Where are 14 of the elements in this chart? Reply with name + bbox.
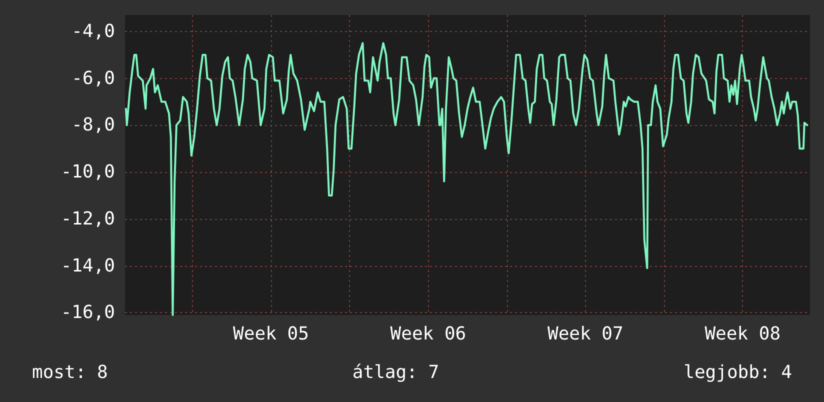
y-tick-label: -8,0 bbox=[72, 114, 115, 136]
x-tick-label: Week 06 bbox=[390, 324, 466, 344]
text: legjobb: 4 bbox=[684, 362, 792, 383]
y-tick-label: -4,0 bbox=[72, 20, 115, 42]
y-tick-label: -12,0 bbox=[60, 208, 115, 230]
y-tick-label: -10,0 bbox=[60, 162, 115, 183]
y-tick-label: -14,0 bbox=[60, 255, 115, 276]
x-tick-label: Week 05 bbox=[233, 324, 309, 344]
text: átlag: 7 bbox=[352, 362, 440, 383]
y-tick-label: -16,0 bbox=[60, 302, 115, 324]
text: most: 8 bbox=[32, 362, 108, 383]
x-tick-label: Week 07 bbox=[547, 324, 624, 344]
x-tick-label: Week 08 bbox=[704, 324, 781, 344]
y-tick-label: -6,0 bbox=[72, 68, 115, 89]
